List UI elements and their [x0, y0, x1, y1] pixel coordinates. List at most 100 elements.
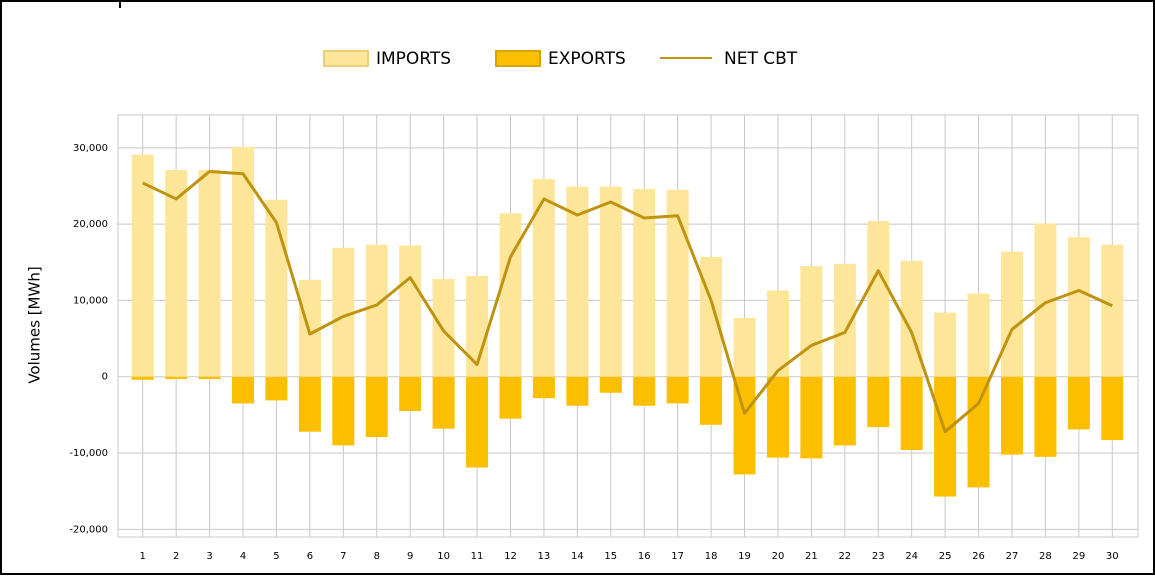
bar [867, 221, 890, 377]
bar [766, 376, 789, 458]
bar [232, 147, 255, 377]
bar [1000, 376, 1023, 455]
x-tick-label: 16 [638, 551, 651, 562]
x-tick-label: 5 [273, 551, 279, 562]
x-tick-label: 28 [1039, 551, 1052, 562]
bar [666, 376, 689, 404]
x-tick-label: 4 [240, 551, 246, 562]
x-tick-label: 6 [307, 551, 313, 562]
bar [833, 376, 856, 446]
bar [198, 169, 221, 377]
x-tick-label: 24 [905, 551, 918, 562]
bar [700, 256, 723, 377]
bar [198, 376, 221, 380]
bar [298, 279, 321, 377]
y-axis-label: Volumes [MWh] [26, 266, 44, 383]
x-tick-label: 22 [838, 551, 851, 562]
x-tick-label: 14 [571, 551, 584, 562]
bar [733, 376, 756, 475]
bar [833, 263, 856, 377]
bar [599, 186, 622, 377]
bar [633, 189, 656, 377]
bar [131, 154, 154, 377]
bar [733, 317, 756, 377]
y-tick-label: 0 [102, 372, 108, 383]
bar [566, 376, 589, 406]
x-tick-label: 10 [437, 551, 450, 562]
x-tick-label: 19 [738, 551, 751, 562]
y-tick-label: 20,000 [73, 219, 108, 230]
bar [666, 189, 689, 377]
bar [1034, 223, 1057, 377]
x-tick-label: 30 [1106, 551, 1119, 562]
bar [532, 376, 555, 399]
x-tick-label: 26 [972, 551, 985, 562]
bar [1034, 376, 1057, 457]
bar [1000, 251, 1023, 377]
bar [532, 179, 555, 377]
legend-swatch [323, 50, 369, 67]
x-tick-label: 20 [772, 551, 785, 562]
bar [499, 376, 522, 419]
bar [466, 376, 489, 468]
bar [332, 247, 355, 377]
x-tick-label: 29 [1072, 551, 1085, 562]
bar [1067, 237, 1090, 377]
x-tick-label: 18 [705, 551, 718, 562]
legend-label: NET CBT [724, 49, 798, 69]
line [142, 169, 1113, 434]
bar [700, 376, 723, 425]
x-tick-label: 9 [407, 551, 413, 562]
bar [165, 169, 188, 377]
x-tick-label: 3 [206, 551, 212, 562]
bar [399, 245, 422, 377]
bar [867, 376, 890, 428]
bar [934, 312, 957, 377]
bar [499, 213, 522, 377]
bar [131, 376, 154, 380]
x-tick-label: 27 [1006, 551, 1019, 562]
legend-swatch [495, 50, 541, 67]
y-tick-label: 10,000 [73, 295, 108, 306]
x-tick-label: 2 [173, 551, 179, 562]
y-tick-label: -20,000 [69, 524, 108, 535]
bar [232, 376, 255, 404]
x-tick-label: 8 [374, 551, 380, 562]
x-tick-label: 17 [671, 551, 684, 562]
bar [599, 376, 622, 393]
x-tick-label: 12 [504, 551, 517, 562]
bar [365, 376, 388, 438]
x-tick-label: 13 [538, 551, 551, 562]
x-tick-label: 23 [872, 551, 885, 562]
x-tick-label: 1 [140, 551, 146, 562]
bar [332, 376, 355, 446]
bar [566, 186, 589, 377]
bar [432, 376, 455, 429]
legend-label: EXPORTS [548, 49, 626, 69]
x-tick-label: 7 [340, 551, 346, 562]
bar [298, 376, 321, 432]
x-tick-label: 11 [471, 551, 484, 562]
bar [1067, 376, 1090, 430]
bar [365, 244, 388, 377]
bar [967, 293, 990, 377]
bar [967, 376, 990, 488]
bar [934, 376, 957, 497]
bar [399, 376, 422, 412]
y-tick-label: 30,000 [73, 143, 108, 154]
x-tick-label: 21 [805, 551, 818, 562]
bar [633, 376, 656, 406]
x-tick-label: 25 [939, 551, 952, 562]
legend-label: IMPORTS [376, 49, 451, 69]
bar [1101, 244, 1124, 377]
bar [1101, 376, 1124, 441]
x-tick-label: 15 [604, 551, 617, 562]
bar [900, 376, 923, 451]
bar [766, 290, 789, 377]
bar [800, 266, 823, 377]
y-tick-label: -10,000 [69, 448, 108, 459]
bar [165, 376, 188, 380]
bar [800, 376, 823, 459]
bar [265, 376, 288, 401]
